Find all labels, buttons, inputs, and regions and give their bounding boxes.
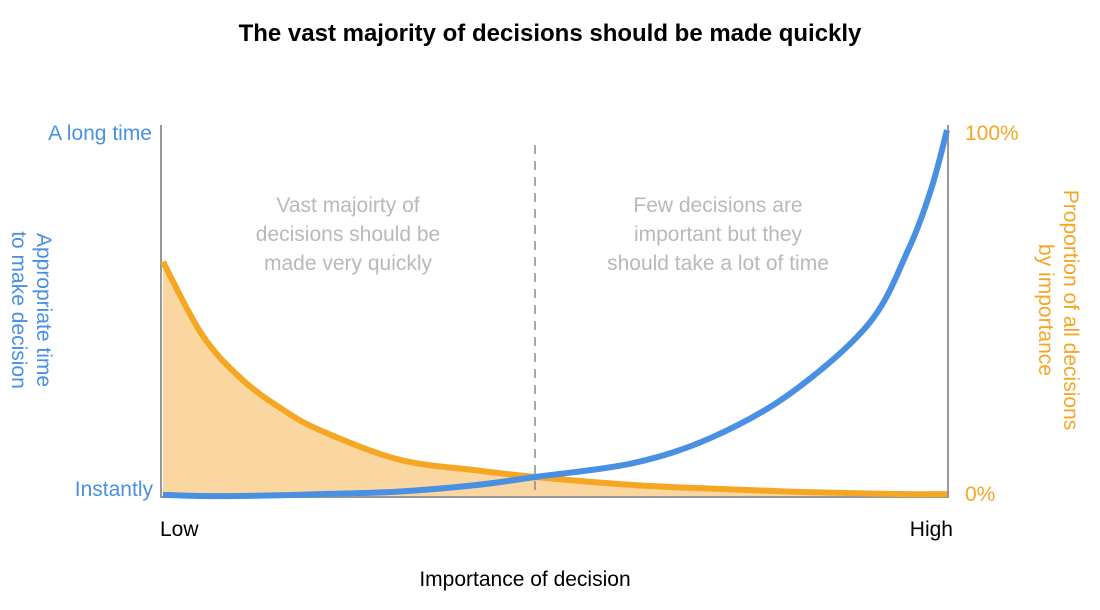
right-axis-title-line1: Proportion of all decisions	[1059, 189, 1082, 431]
x-tick-high: High	[909, 518, 953, 541]
x-axis-title: Importance of decision	[419, 568, 631, 591]
right-axis-title-line2: by importance	[1034, 244, 1057, 376]
right-axis-top-label: 100%	[965, 122, 1019, 145]
right-axis-bottom-label: 0%	[965, 483, 996, 506]
annotation-right-line: important but they	[633, 223, 803, 246]
annotation-right-line: Few decisions are	[633, 194, 803, 217]
orange-area-fill	[163, 261, 947, 496]
annotation-left-line: decisions should be	[255, 223, 441, 246]
chart-title: The vast majority of decisions should be…	[238, 20, 862, 47]
left-axis-bottom-label: Instantly	[74, 478, 153, 501]
left-axis-title-line1: Appropriate time	[32, 232, 55, 388]
left-axis-top-label: A long time	[48, 122, 152, 145]
annotation-right: Few decisions are important but they sho…	[538, 191, 898, 278]
annotation-left-line: Vast majoirty of	[276, 194, 420, 217]
right-axis-title: Proportion of all decisions by importanc…	[1033, 165, 1083, 455]
annotation-left: Vast majoirty of decisions should be mad…	[168, 191, 528, 278]
left-axis-title-line2: to make decision	[7, 231, 30, 389]
annotation-left-line: made very quickly	[263, 252, 433, 275]
blue-series-line	[162, 129, 950, 500]
annotation-right-line: should take a lot of time	[607, 252, 829, 275]
x-tick-low: Low	[160, 518, 199, 541]
left-axis-title: Appropriate time to make decision	[6, 195, 56, 425]
